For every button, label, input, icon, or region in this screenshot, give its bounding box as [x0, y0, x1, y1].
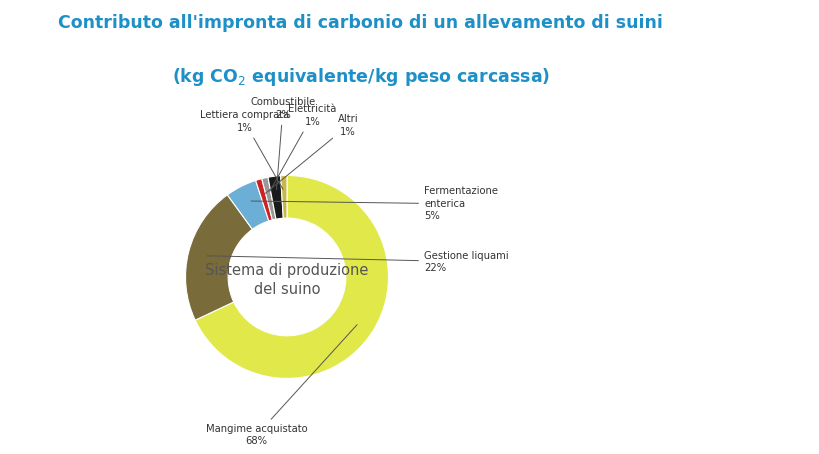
Text: Sistema di produzione: Sistema di produzione [205, 263, 369, 278]
Text: ESP-IM 2023: ESP-IM 2023 [676, 33, 749, 46]
Text: Altri
1%: Altri 1% [265, 114, 358, 193]
Text: (kg CO$_2$ equivalente/kg peso carcassa): (kg CO$_2$ equivalente/kg peso carcassa) [171, 66, 550, 88]
Wedge shape [185, 195, 252, 320]
Wedge shape [195, 175, 388, 379]
Text: Contributo all'impronta di carbonio di un allevamento di suini: Contributo all'impronta di carbonio di u… [58, 14, 663, 32]
Text: Gestione liquami
22%: Gestione liquami 22% [207, 251, 508, 273]
Wedge shape [261, 177, 276, 220]
Text: Lettiera comprata
1%: Lettiera comprata 1% [200, 110, 288, 189]
Text: Elettricità
1%: Elettricità 1% [269, 104, 336, 191]
Text: Fermentazione
enterica
5%: Fermentazione enterica 5% [251, 187, 497, 221]
Text: del suino: del suino [253, 281, 320, 296]
Wedge shape [268, 176, 283, 219]
Text: Mangime acquistato
68%: Mangime acquistato 68% [206, 325, 356, 446]
Wedge shape [280, 175, 287, 218]
Wedge shape [256, 178, 272, 221]
Wedge shape [227, 180, 269, 229]
Text: Combustibile
2%: Combustibile 2% [250, 97, 315, 190]
